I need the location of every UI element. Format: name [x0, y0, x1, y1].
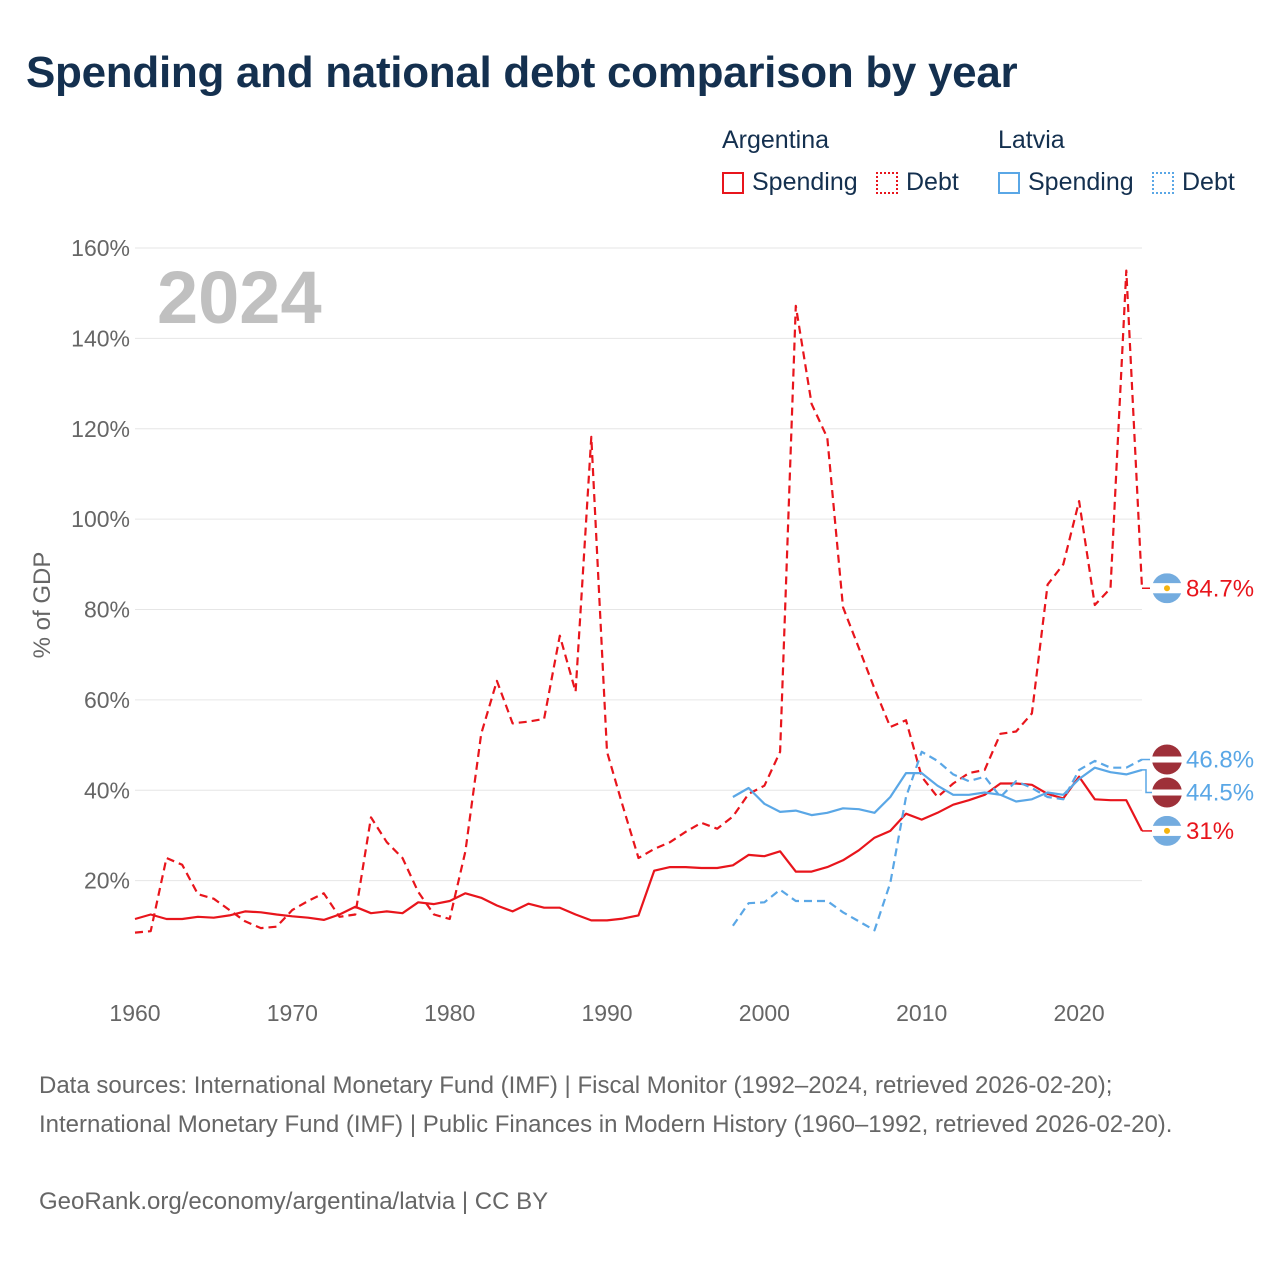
argentina-debt-end-label: 84.7%: [1186, 575, 1254, 602]
legend-latvia-debt[interactable]: Debt: [1152, 168, 1235, 197]
y-tick-label: 160%: [71, 235, 130, 261]
gridlines: [135, 247, 1142, 882]
y-axis-ticks: 20% 40% 60% 80% 100% 120% 140% 160%: [71, 235, 130, 894]
y-tick-label: 120%: [71, 416, 130, 442]
solid-line-swatch-icon: [722, 171, 744, 194]
line-chart: 20% 40% 60% 80% 100% 120% 140% 160% 1960 1970 198…: [29, 235, 1254, 1026]
credit-link[interactable]: GeoRank.org/economy/argentina/latvia | C…: [39, 1188, 549, 1215]
series-lines: [134, 269, 1144, 934]
x-tick-label: 2010: [896, 1000, 947, 1026]
x-tick-label: 1990: [581, 1000, 632, 1026]
latvia-flag-icon: [1152, 744, 1182, 775]
x-tick-label: 1970: [267, 1000, 318, 1026]
latvia-spending-line[interactable]: [732, 766, 1143, 817]
latvia-flag-icon: [1152, 777, 1182, 808]
dotted-line-swatch-icon: [876, 171, 898, 194]
legend-argentina-debt[interactable]: Debt: [876, 168, 959, 197]
x-tick-label: 2020: [1053, 1000, 1104, 1026]
legend-latvia-spending[interactable]: Spending: [998, 168, 1134, 197]
argentina-spending-end-label: 31%: [1186, 818, 1234, 845]
latvia-spending-connector: [1142, 769, 1152, 794]
year-overlay: 2024: [157, 256, 322, 339]
end-labels: 84.7% 46.8% 44.5% 31%: [1142, 573, 1254, 846]
latvia-spending-end-label: 44.5%: [1186, 780, 1254, 807]
y-tick-label: 140%: [71, 325, 130, 351]
legend-argentina-spending-label: Spending: [752, 168, 858, 196]
dotted-line-swatch-icon: [1152, 171, 1174, 194]
legend-latvia-label: Latvia: [998, 126, 1065, 154]
legend-argentina-debt-label: Debt: [906, 168, 959, 196]
x-axis-ticks: 1960 1970 1980 1990 2000 2010 2020: [109, 1000, 1104, 1026]
data-sources: Data sources: International Monetary Fun…: [39, 1072, 1173, 1138]
x-tick-label: 2000: [739, 1000, 790, 1026]
y-tick-label: 20%: [84, 868, 130, 894]
y-tick-label: 40%: [84, 777, 130, 803]
y-axis-label: % of GDP: [29, 552, 56, 659]
argentina-flag-icon: [1152, 815, 1182, 846]
argentina-flag-icon: [1152, 573, 1182, 604]
x-tick-label: 1960: [109, 1000, 160, 1026]
legend-latvia-debt-label: Debt: [1182, 168, 1235, 196]
x-tick-label: 1980: [424, 1000, 475, 1026]
latvia-debt-end-label: 46.8%: [1186, 747, 1254, 774]
latvia-debt-line[interactable]: [731, 750, 1143, 932]
argentina-spending-line[interactable]: [134, 775, 1143, 922]
argentina-debt-line[interactable]: [134, 269, 1144, 934]
y-tick-label: 60%: [84, 687, 130, 713]
legend-argentina-label: Argentina: [722, 126, 830, 154]
y-tick-label: 100%: [71, 506, 130, 532]
solid-line-swatch-icon: [998, 171, 1020, 194]
y-tick-label: 80%: [84, 597, 130, 623]
legend-latvia-spending-label: Spending: [1028, 168, 1134, 196]
legend-argentina-spending[interactable]: Spending: [722, 168, 858, 197]
chart-title: Spending and national debt comparison by…: [26, 48, 1018, 97]
